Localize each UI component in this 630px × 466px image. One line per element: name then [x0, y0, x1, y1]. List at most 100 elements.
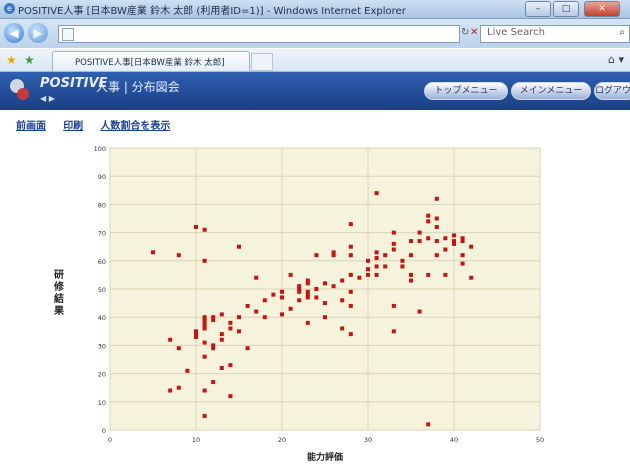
data-point	[211, 346, 216, 351]
data-point	[340, 278, 345, 283]
data-point	[331, 253, 336, 258]
data-point	[228, 394, 233, 399]
data-point	[297, 284, 302, 289]
data-point	[391, 230, 396, 235]
prev-screen-link[interactable]: 前画面	[16, 121, 46, 132]
y-axis-label-char: 修	[54, 282, 64, 293]
data-point	[168, 337, 173, 342]
search-placeholder: Live Search	[487, 27, 545, 38]
home-icon[interactable]: ⌂ ▾	[607, 53, 624, 66]
nav-arrows-icon[interactable]: ◀ ▶	[40, 94, 55, 103]
top-menu-button[interactable]: トップメニュー	[424, 82, 508, 100]
refresh-icon[interactable]: ↻	[461, 27, 470, 38]
data-point	[434, 224, 439, 229]
data-point	[357, 275, 362, 280]
data-point	[305, 278, 310, 283]
data-point	[219, 365, 224, 370]
y-tick-label: 30	[98, 342, 106, 350]
data-point	[202, 315, 207, 320]
data-point	[340, 298, 345, 303]
data-point	[202, 320, 207, 325]
data-point	[323, 281, 327, 286]
data-point	[374, 272, 379, 277]
data-point	[400, 258, 405, 263]
x-tick-label: 20	[278, 436, 286, 444]
data-point	[323, 301, 327, 306]
data-point	[460, 253, 465, 258]
y-tick-label: 50	[98, 286, 106, 294]
data-point	[288, 306, 293, 311]
tab-title: POSITIVE人事[日本BW産業 鈴木 太郎]	[75, 58, 225, 68]
data-point	[202, 354, 207, 359]
minimize-button[interactable]: –	[525, 1, 551, 17]
search-input[interactable]: Live Search ⌕	[480, 25, 630, 43]
data-point	[434, 253, 439, 258]
data-point	[211, 343, 216, 348]
x-tick-label: 0	[108, 436, 112, 444]
data-point	[176, 253, 181, 258]
data-point	[374, 264, 379, 269]
data-point	[366, 272, 370, 277]
data-point	[194, 334, 198, 339]
data-point	[426, 213, 431, 218]
data-point	[202, 326, 207, 331]
data-point	[331, 284, 336, 289]
data-point	[409, 272, 413, 277]
show-ratio-link[interactable]: 人数割合を表示	[100, 121, 171, 132]
add-favorite-icon[interactable]: ★	[24, 53, 35, 67]
section-title: 人事 | 分布図会	[96, 80, 180, 94]
forward-button[interactable]: ▶	[28, 23, 48, 43]
data-point	[469, 275, 474, 280]
favorites-bar: ★ ★ POSITIVE人事[日本BW産業 鈴木 太郎] ⌂ ▾	[0, 49, 630, 72]
data-point	[314, 287, 319, 291]
data-point	[194, 332, 198, 337]
data-point	[271, 292, 276, 297]
stop-icon[interactable]: ✕	[470, 27, 479, 38]
new-tab-button[interactable]	[251, 53, 273, 71]
action-links: 前画面 印刷 人数割合を表示	[16, 117, 184, 132]
data-point	[305, 289, 310, 294]
address-field[interactable]	[58, 25, 460, 43]
y-tick-label: 60	[98, 258, 106, 266]
data-point	[374, 255, 379, 260]
data-point	[237, 244, 241, 249]
browser-tab[interactable]: POSITIVE人事[日本BW産業 鈴木 太郎]	[52, 51, 250, 71]
back-button[interactable]: ◀	[4, 23, 24, 43]
data-point	[288, 272, 293, 277]
data-point	[452, 233, 456, 238]
data-point	[168, 388, 173, 393]
favorites-star-icon[interactable]: ★	[6, 53, 17, 67]
data-point	[391, 329, 396, 334]
data-point	[228, 326, 233, 331]
data-point	[297, 289, 302, 294]
close-button[interactable]: ✕	[584, 1, 620, 17]
data-point	[460, 236, 465, 241]
data-point	[348, 244, 353, 249]
main-menu-button[interactable]: メインメニュー	[511, 82, 591, 100]
positive-logo-icon	[10, 79, 29, 100]
data-point	[194, 224, 198, 229]
address-toolbar: ◀ ▶ ↻ ✕ Live Search ⌕	[0, 19, 630, 48]
data-point	[202, 318, 207, 323]
data-point	[176, 385, 181, 390]
x-axis-label: 能力評価	[307, 451, 343, 463]
x-tick-label: 10	[192, 436, 200, 444]
data-point	[245, 303, 250, 308]
y-axis-label-char: 結	[54, 294, 64, 305]
data-point	[245, 346, 250, 351]
print-link[interactable]: 印刷	[63, 121, 84, 132]
data-point	[314, 295, 319, 300]
y-tick-label: 0	[102, 427, 106, 435]
scatter-chart: 0 10 20 30 40 50 60 70 80 90 100 0 10 20 30 40 50 能力評価	[94, 145, 545, 463]
maximize-button[interactable]: □	[553, 1, 579, 17]
data-point	[314, 253, 319, 258]
data-point	[185, 368, 190, 373]
y-tick-label: 20	[98, 371, 106, 379]
data-point	[434, 216, 439, 221]
data-point	[434, 196, 439, 201]
data-point	[202, 340, 207, 345]
search-icon[interactable]: ⌕	[619, 27, 625, 38]
data-point	[211, 318, 216, 323]
logout-button[interactable]: ログアウト	[594, 82, 630, 100]
data-point	[323, 315, 327, 320]
